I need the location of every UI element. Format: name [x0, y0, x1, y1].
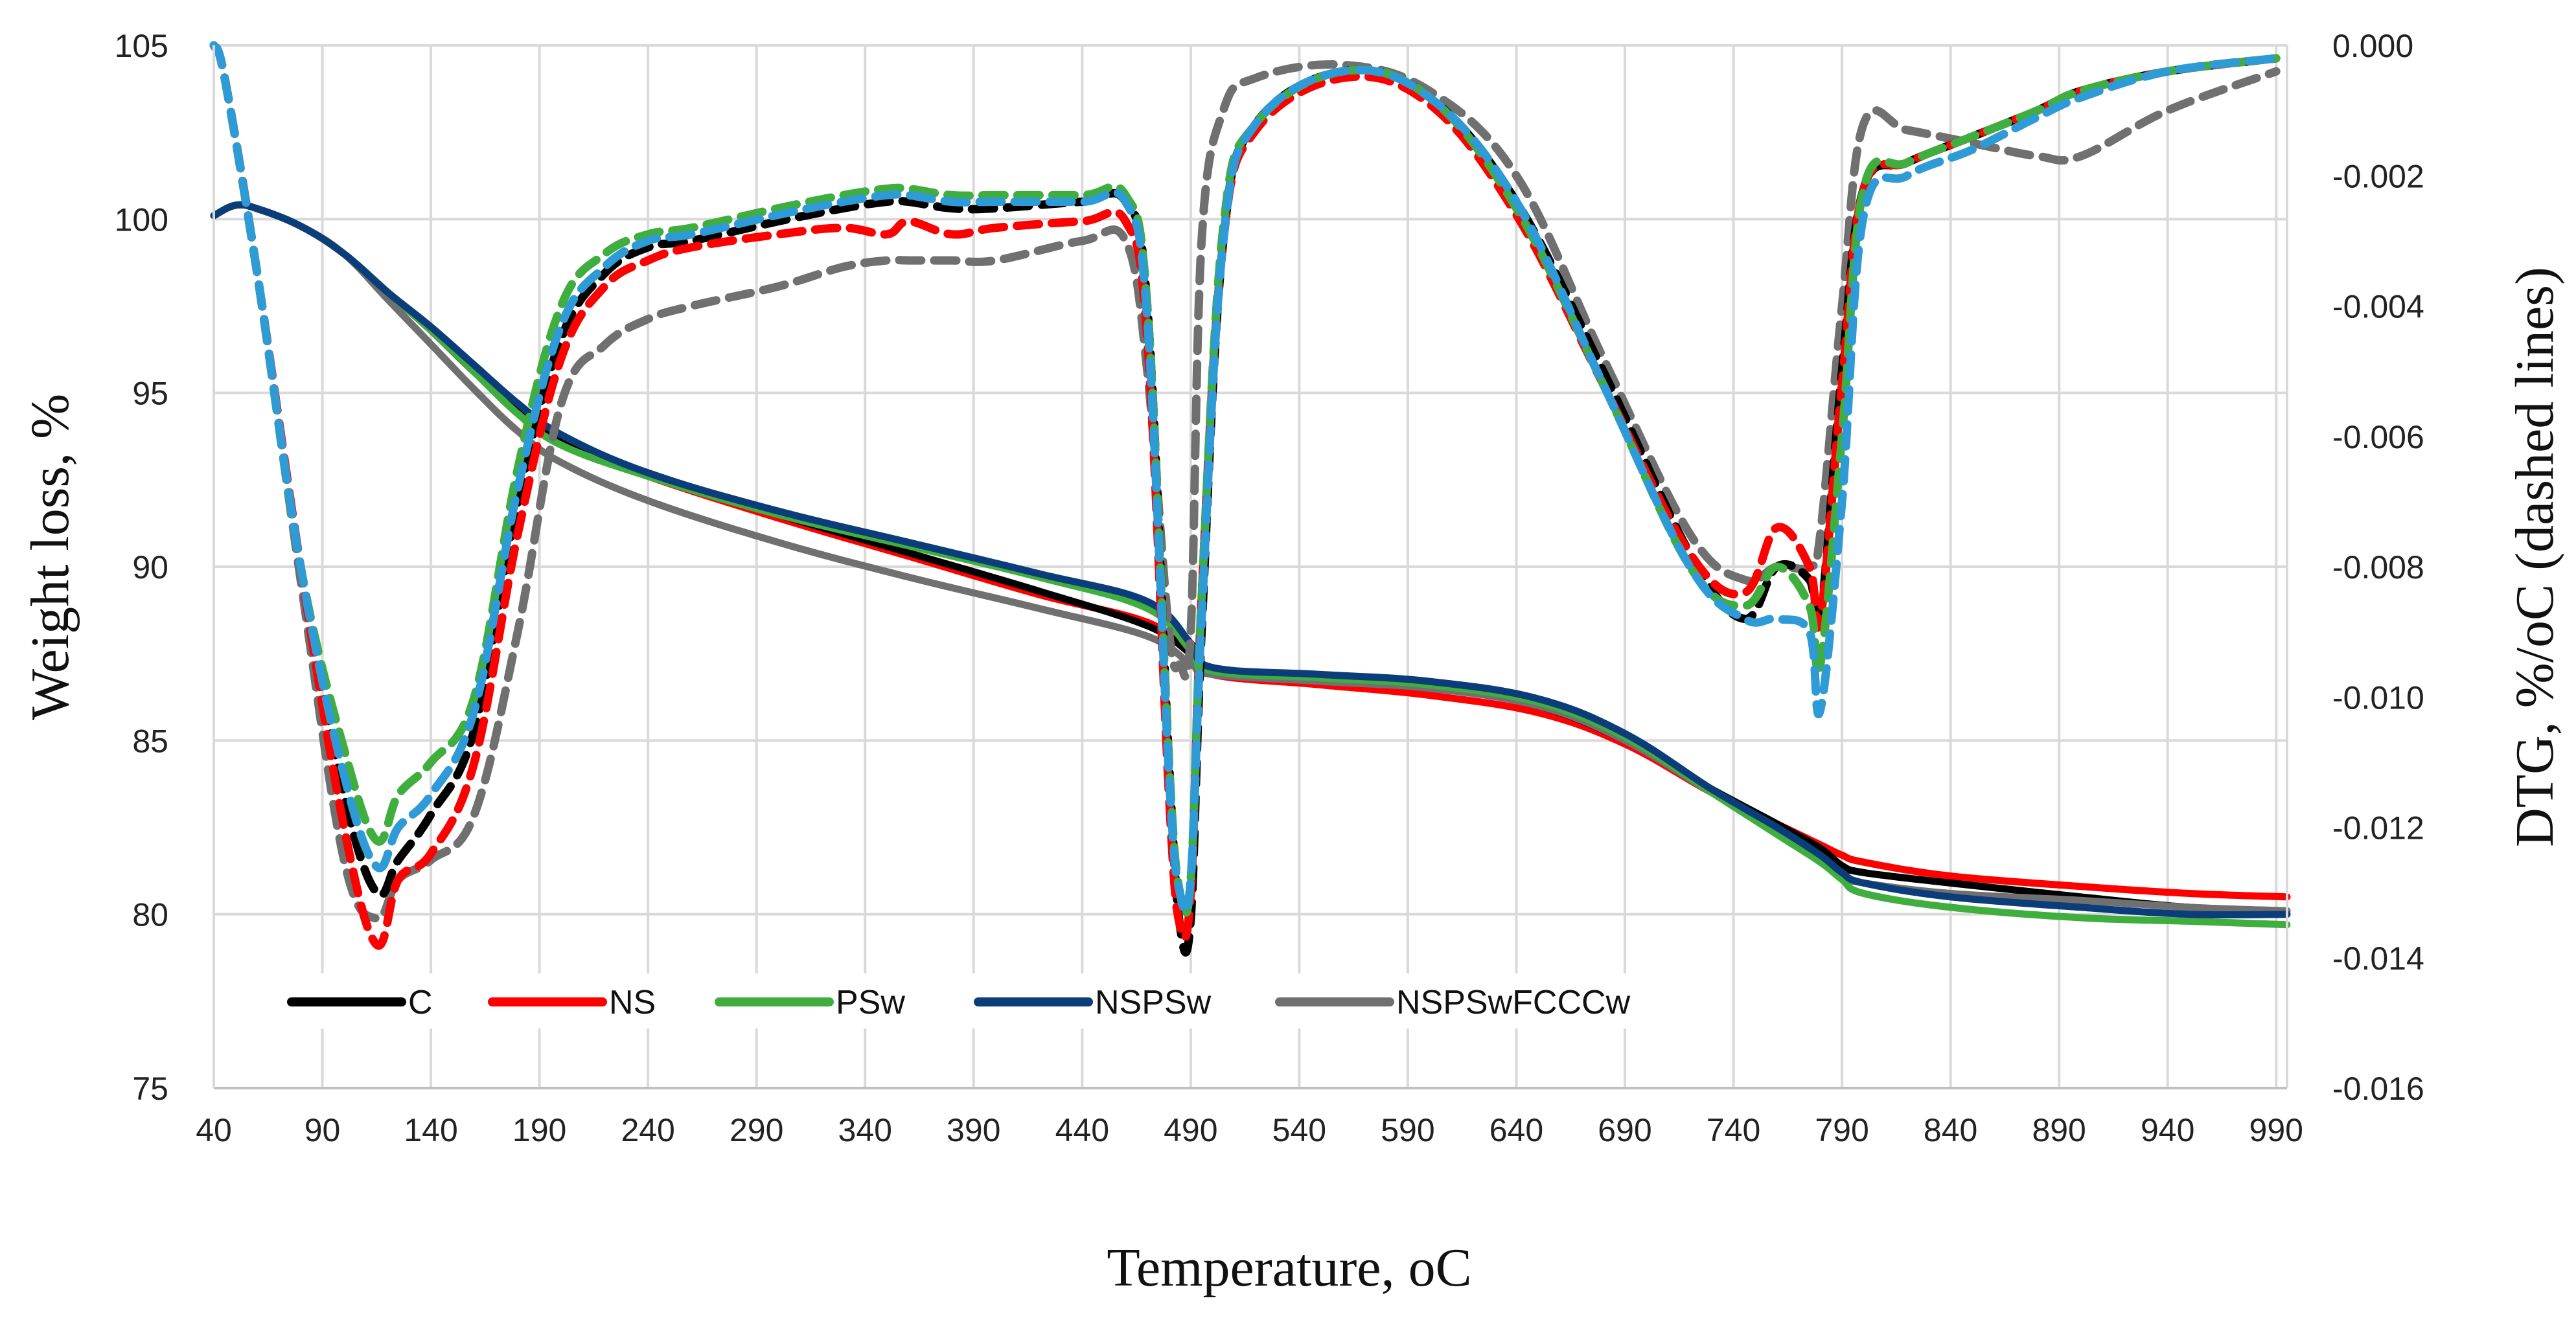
x-tick-390: 390	[947, 1112, 1000, 1148]
y-left-tick-75: 75	[132, 1071, 168, 1107]
weight-line-psw	[210, 201, 2291, 929]
x-tick-590: 590	[1381, 1112, 1434, 1148]
y-axis-left-title: Weight loss, %	[20, 394, 80, 720]
x-tick-890: 890	[2032, 1112, 2086, 1148]
x-tick-740: 740	[1707, 1112, 1760, 1148]
x-axis-title: Temperature, oC	[1107, 1238, 1471, 1298]
x-axis-title-label: Temperature,	[1107, 1238, 1408, 1298]
x-tick-240: 240	[621, 1112, 674, 1148]
y-left-tick-80: 80	[132, 897, 168, 933]
y-left-tick-105: 105	[115, 28, 168, 64]
x-tick-140: 140	[404, 1112, 457, 1148]
weight-line-nspswfcccw	[210, 201, 2291, 914]
dtg-series-group	[209, 41, 2281, 957]
y-right-tick--0.010: -0.010	[2332, 679, 2424, 716]
x-tick-840: 840	[1924, 1112, 1977, 1148]
x-tick-640: 640	[1489, 1112, 1543, 1148]
dtg-line-nspsw	[209, 41, 2281, 916]
y-left-tick-85: 85	[132, 723, 168, 759]
x-tick-90: 90	[305, 1112, 341, 1148]
x-tick-690: 690	[1598, 1112, 1651, 1148]
legend-label-psw: PSw	[836, 984, 905, 1021]
legend: C NS PSw NSPSw NSPSwFCCCw	[280, 973, 1644, 1028]
dtg-line-nspswfcccw	[209, 41, 2281, 923]
y-right-tick--0.014: -0.014	[2332, 940, 2424, 977]
legend-label-nspsw: NSPSw	[1095, 984, 1212, 1021]
x-tick-790: 790	[1815, 1112, 1869, 1148]
y-right-tick--0.004: -0.004	[2332, 289, 2424, 325]
tick-labels: 40 90 140 190 240 290 340 390 440 490 540 590 640 690…	[115, 28, 2424, 1148]
y-right-tick--0.012: -0.012	[2332, 810, 2424, 846]
legend-label-c: C	[408, 984, 433, 1021]
x-tick-190: 190	[512, 1112, 566, 1148]
legend-label-nspswfcccw: NSPSwFCCCw	[1396, 984, 1631, 1021]
y-axis-right-title: DTG, %/oC (dashed lines)	[2505, 267, 2565, 847]
y-right-tick-0.000: 0.000	[2332, 28, 2413, 64]
x-tick-340: 340	[838, 1112, 892, 1148]
dtg-line-ns	[209, 41, 2281, 950]
legend-label-ns: NS	[609, 984, 656, 1021]
x-tick-940: 940	[2141, 1112, 2194, 1148]
y-left-tick-90: 90	[132, 549, 168, 585]
x-tick-40: 40	[196, 1112, 232, 1148]
y-right-tick--0.008: -0.008	[2332, 549, 2424, 585]
x-tick-290: 290	[730, 1112, 783, 1148]
weight-line-c	[210, 201, 2291, 914]
x-axis-title-unit: oC	[1409, 1238, 1472, 1298]
x-tick-990: 990	[2249, 1112, 2303, 1148]
x-tick-540: 540	[1272, 1112, 1326, 1148]
grid	[213, 44, 2287, 1089]
weight-series-group	[210, 201, 2291, 929]
y-left-tick-100: 100	[115, 201, 168, 238]
weight-line-nspsw	[210, 201, 2291, 919]
x-tick-490: 490	[1164, 1112, 1217, 1148]
y-right-tick--0.016: -0.016	[2332, 1071, 2424, 1107]
y-left-tick-95: 95	[132, 376, 168, 412]
x-tick-440: 440	[1055, 1112, 1109, 1148]
y-right-tick--0.006: -0.006	[2332, 419, 2424, 455]
y-right-tick--0.002: -0.002	[2332, 158, 2424, 194]
axes	[213, 45, 2288, 1089]
weight-line-ns	[210, 201, 2291, 901]
